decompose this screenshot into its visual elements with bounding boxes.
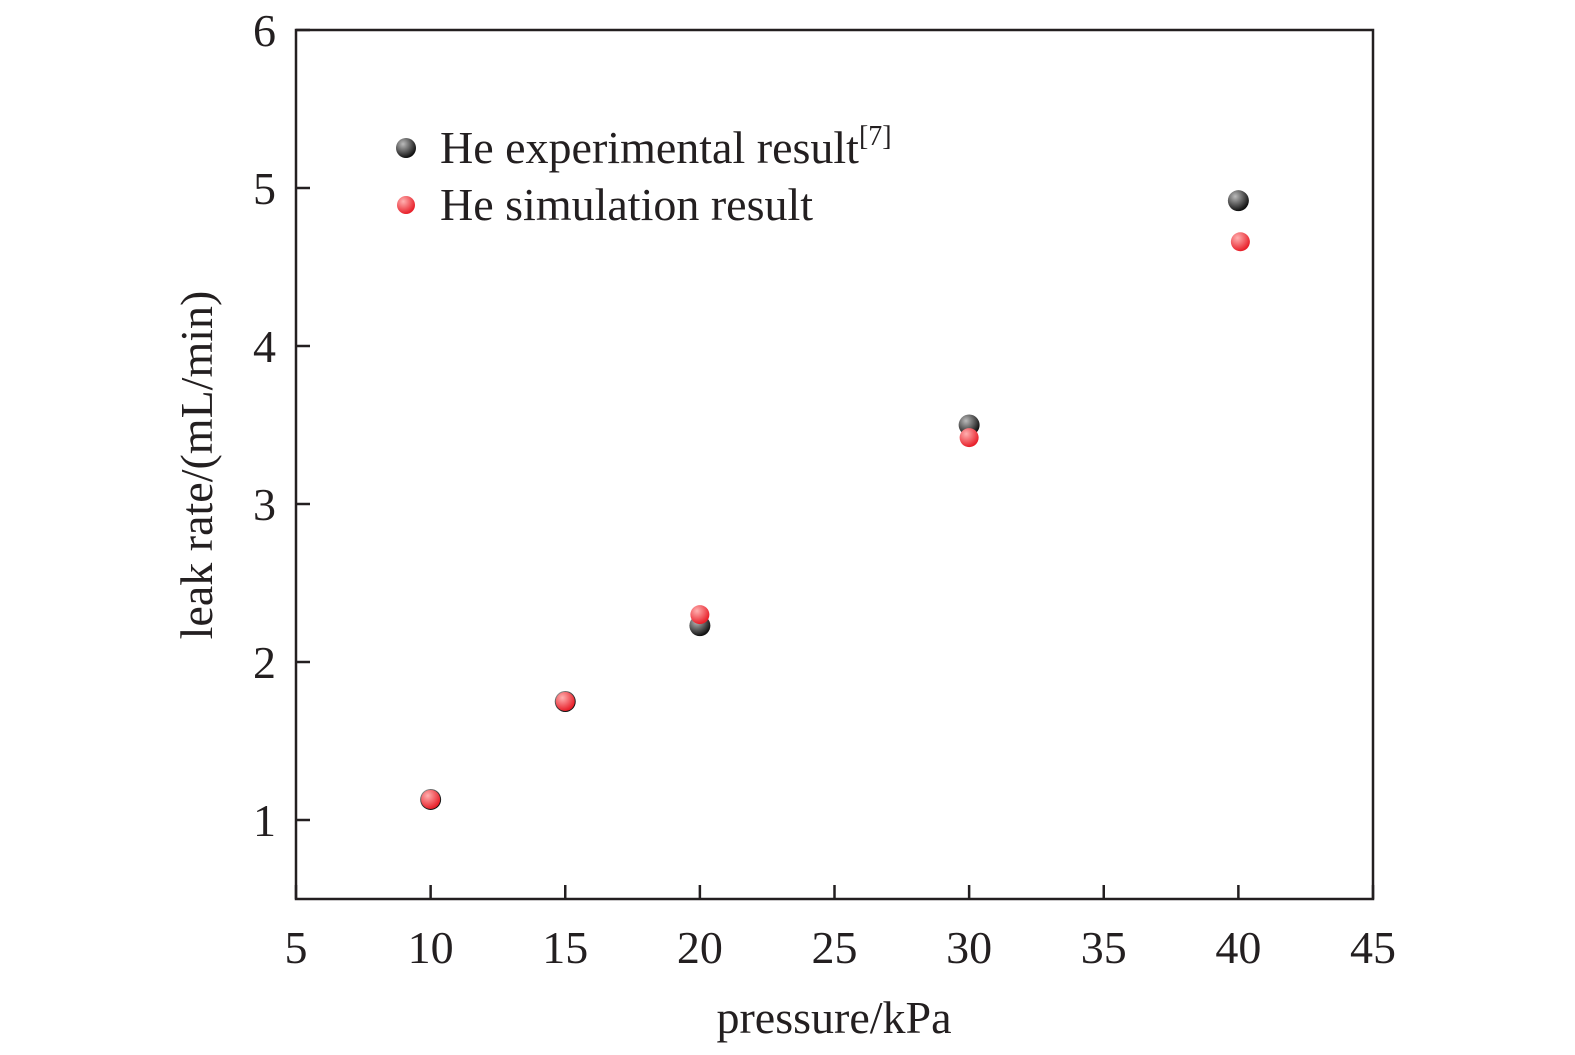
plot-frame bbox=[294, 28, 1375, 901]
legend: He experimental result[7] He simulation r… bbox=[396, 121, 892, 230]
x-tick-label: 35 bbox=[1081, 922, 1127, 973]
x-tick-label: 15 bbox=[542, 922, 588, 973]
y-tick-label: 4 bbox=[253, 321, 276, 372]
legend-marker-1 bbox=[397, 196, 415, 214]
data-point-simulation bbox=[1230, 232, 1250, 252]
y-tick-label: 1 bbox=[253, 795, 276, 846]
y-tick-label: 5 bbox=[253, 163, 276, 214]
legend-marker-0 bbox=[396, 138, 416, 158]
x-tick-label: 30 bbox=[946, 922, 992, 973]
x-tick-label: 10 bbox=[408, 922, 454, 973]
x-axis-label: pressure/kPa bbox=[716, 992, 951, 1043]
x-tick-label: 45 bbox=[1350, 922, 1396, 973]
axis-ticks bbox=[294, 28, 1375, 899]
data-point-simulation bbox=[555, 692, 575, 711]
y-tick-label: 2 bbox=[253, 637, 276, 688]
y-tick-label: 6 bbox=[253, 5, 276, 56]
data-points bbox=[420, 190, 1250, 810]
x-tick-label: 25 bbox=[812, 922, 858, 973]
x-tick-label: 5 bbox=[285, 922, 308, 973]
data-point-simulation bbox=[690, 605, 710, 625]
legend-label-0: He experimental result[7] bbox=[440, 121, 892, 173]
legend-superscript: [7] bbox=[859, 121, 892, 152]
data-point-experimental bbox=[1227, 190, 1249, 212]
y-axis-label: leak rate/(mL/min) bbox=[171, 291, 222, 640]
y-tick-label: 3 bbox=[253, 479, 276, 530]
x-tick-label: 40 bbox=[1215, 922, 1261, 973]
legend-label-1: He simulation result bbox=[440, 179, 813, 230]
data-point-simulation bbox=[421, 789, 441, 809]
x-tick-label: 20 bbox=[677, 922, 723, 973]
data-point-simulation bbox=[959, 428, 979, 448]
